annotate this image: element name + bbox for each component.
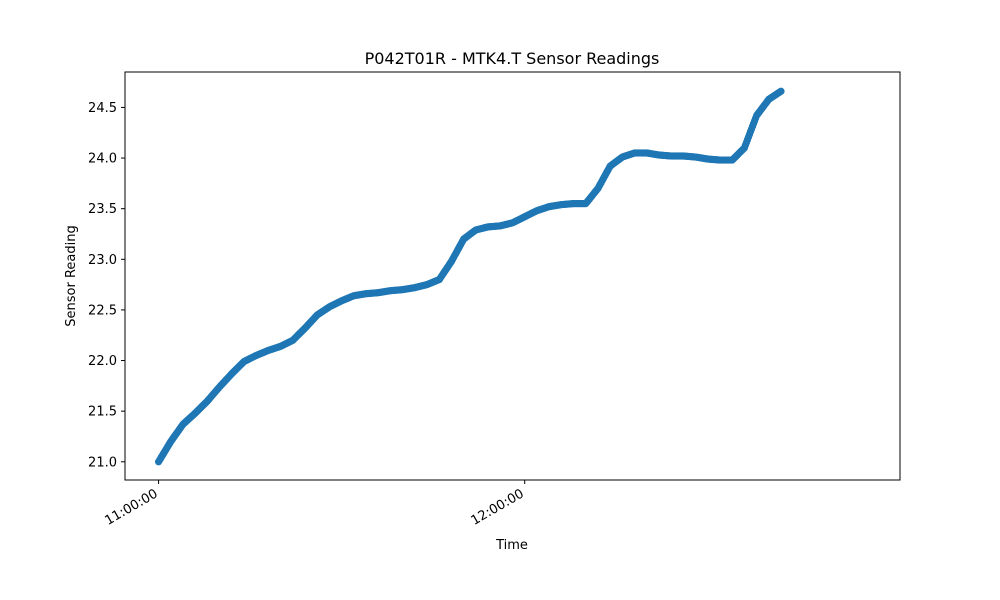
y-tick-label: 24.5 [88,101,117,116]
x-axis-label: Time [495,538,528,553]
y-tick-label: 22.0 [88,354,117,369]
y-tick-label: 22.5 [88,303,117,318]
y-tick-label: 21.5 [88,405,117,420]
plot-frame [124,71,901,481]
y-tick-label: 23.5 [88,202,117,217]
y-axis-label: Sensor Reading [64,225,79,326]
chart-title: P042T01R - MTK4.T Sensor Readings [365,49,660,68]
data-point [777,87,785,95]
y-tick-label: 23.0 [88,253,117,268]
y-axis-ticks: 21.0 21.5 22.0 22.5 23.0 23.5 24.0 24.5 [88,101,125,470]
y-tick-label: 24.0 [88,152,117,167]
y-tick-label: 21.0 [88,455,117,470]
data-series [154,87,785,466]
